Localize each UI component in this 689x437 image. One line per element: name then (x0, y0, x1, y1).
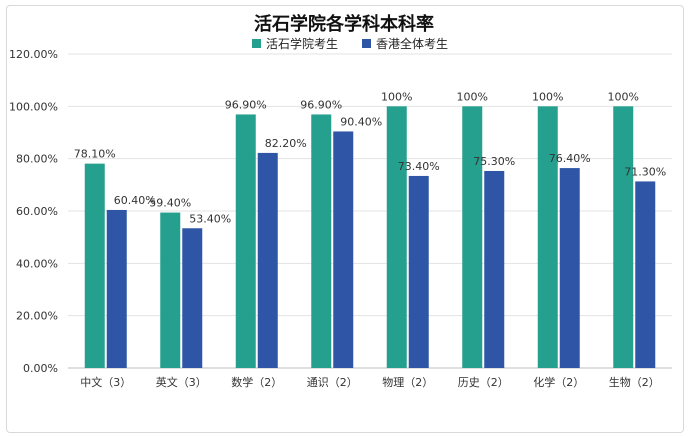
bar-hk-7 (635, 181, 656, 368)
bar-hk-6 (559, 168, 580, 368)
x-axis: 中文（3） 英文（3） 数学（2） 通识（2） 物理（2） 历史（2） 化学（2） 生物（2） (80, 375, 660, 389)
bar-hk-4 (408, 175, 429, 368)
bar-hk-0 (106, 209, 127, 368)
y-tick-label: 20.00% (16, 310, 58, 323)
bar-school-4 (386, 106, 407, 368)
gridlines (68, 53, 672, 369)
x-tick-label: 物理（2） (382, 375, 433, 389)
x-tick-label: 通识（2） (307, 376, 358, 389)
data-label: 100% (532, 90, 563, 103)
bar-hk-1 (182, 228, 203, 368)
data-label: 73.40% (398, 160, 440, 173)
legend-swatch (252, 39, 261, 48)
x-tick-label: 历史（2） (458, 376, 509, 389)
bar-hk-2 (257, 152, 278, 368)
data-label: 96.90% (225, 98, 267, 111)
x-tick-label: 英文（3） (156, 375, 207, 389)
data-label: 71.30% (624, 165, 666, 178)
bar-school-6 (537, 106, 558, 368)
legend-label: 香港全体考生 (376, 36, 448, 51)
data-label: 82.20% (265, 137, 307, 150)
y-tick-label: 40.00% (16, 257, 58, 270)
data-label: 96.90% (300, 98, 342, 111)
bar-school-0 (84, 163, 105, 368)
data-label: 59.40% (149, 197, 191, 210)
bar-hk-3 (333, 131, 354, 368)
data-label: 100% (381, 90, 412, 103)
chart-title: 活石学院各学科本科率 (254, 13, 434, 35)
data-label: 75.30% (473, 155, 515, 168)
bar-school-7 (613, 106, 634, 368)
bars: 78.10% 60.40%59.40% 53.40% 96.90% 82.20% 96.9… (74, 90, 666, 368)
y-tick-label: 0.00% (23, 362, 58, 375)
bar-school-1 (160, 212, 181, 368)
data-label: 60.40% (114, 194, 156, 207)
y-tick-label: 60.00% (16, 205, 58, 218)
data-label: 76.40% (549, 152, 591, 165)
data-label: 90.40% (340, 115, 382, 128)
x-tick-label: 生物（2） (609, 375, 660, 389)
legend-label: 活石学院考生 (266, 36, 338, 51)
data-label: 53.40% (189, 212, 231, 225)
y-tick-label: 120.00% (9, 48, 58, 61)
data-label: 78.10% (74, 148, 116, 161)
bar-school-5 (462, 106, 483, 368)
bar-hk-5 (484, 170, 505, 368)
x-tick-label: 中文（3） (80, 375, 131, 389)
bar-school-2 (235, 114, 256, 368)
y-tick-label: 100.00% (9, 100, 58, 113)
data-label: 100% (457, 90, 488, 103)
y-tick-label: 80.00% (16, 153, 58, 166)
legend: 活石学院考生 香港全体考生 (252, 36, 448, 51)
bar-school-3 (311, 114, 332, 368)
x-tick-label: 化学（2） (533, 375, 584, 389)
x-tick-label: 数学（2） (231, 375, 282, 389)
y-axis: 0.00% 20.00% 40.00% 60.00% 80.00% 100.00% 120.… (9, 48, 58, 375)
data-label: 100% (608, 90, 639, 103)
legend-swatch (362, 39, 371, 48)
